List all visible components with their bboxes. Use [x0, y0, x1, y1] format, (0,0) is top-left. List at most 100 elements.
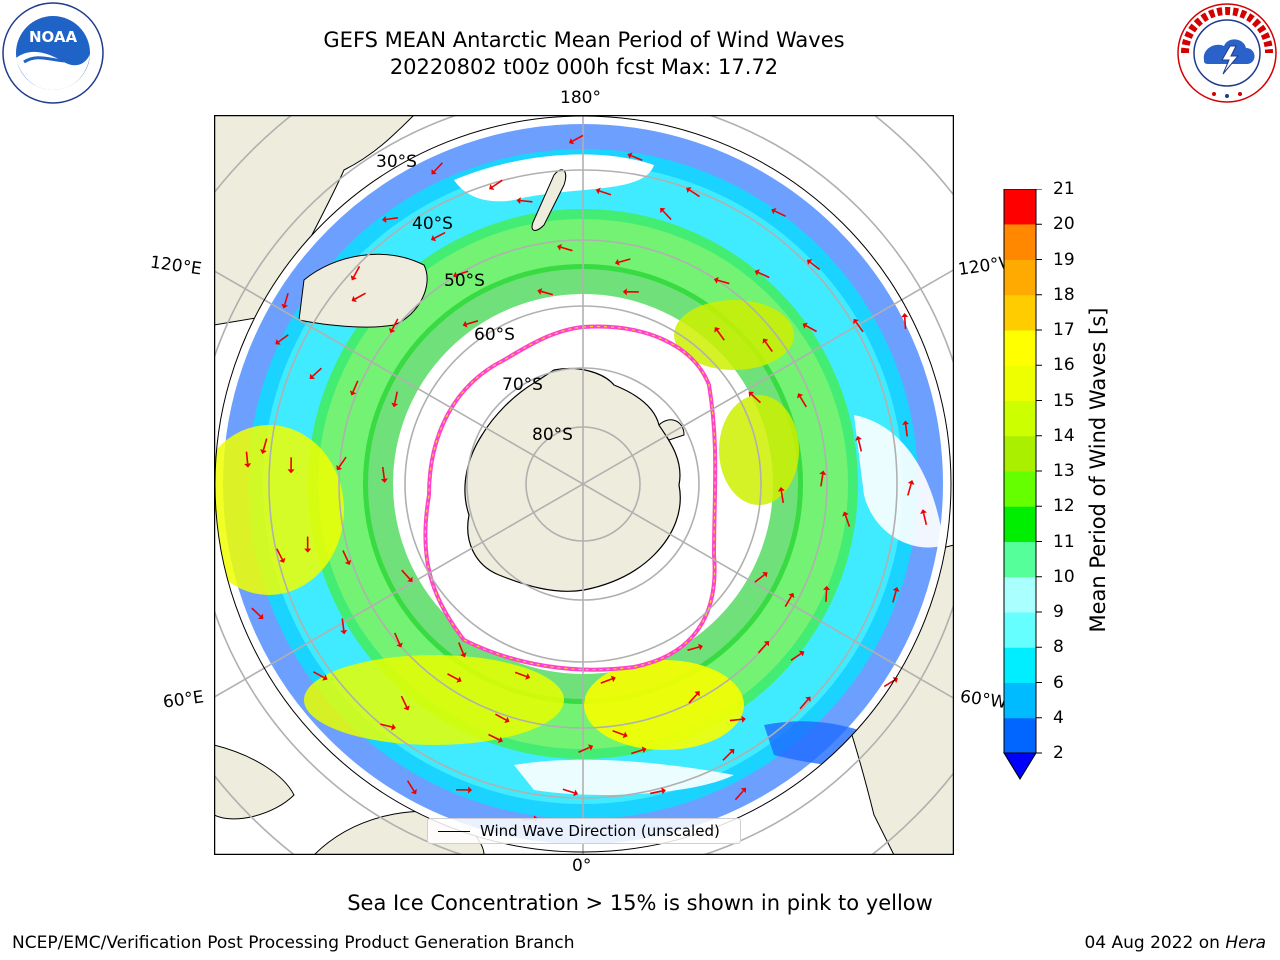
wind-arrow [922, 512, 928, 526]
wind-arrow [764, 341, 773, 353]
wind-arrow [406, 780, 415, 792]
colorbar-under-extension [1003, 752, 1037, 780]
wind-arrow [400, 695, 408, 708]
wind-arrow [245, 451, 249, 464]
colorbar-tick-label: 9 [1053, 602, 1064, 622]
wind-arrow [734, 790, 744, 801]
lat-label-70s: 70°S [502, 375, 543, 395]
wind-arrow-head [788, 592, 795, 599]
wind-arrow [354, 292, 366, 300]
colorbar-tick-label: 18 [1053, 284, 1075, 305]
wind-arrow [341, 618, 345, 631]
legend-label: Wind Wave Direction (unscaled) [480, 822, 720, 840]
noaa-logo: NOAA [2, 2, 104, 104]
wind-arrow-head [902, 420, 910, 425]
wind-arrow-head [462, 320, 468, 328]
colorbar-segment [1004, 294, 1036, 331]
wind-arrow [857, 439, 863, 452]
colorbar-tick-label: 8 [1053, 637, 1064, 658]
colorbar-tick-label: 21 [1053, 179, 1075, 199]
footer-date-text: 04 Aug 2022 on [1084, 933, 1226, 953]
wind-arrow-head [407, 576, 413, 583]
wind-arrow [722, 751, 733, 761]
wind-arrow-head [452, 271, 458, 279]
wind-arrow-head [350, 275, 357, 281]
wind-arrow-head [344, 559, 352, 565]
wind-arrow [688, 693, 698, 704]
wind-arrow [393, 391, 399, 404]
wind-arrow [313, 671, 325, 679]
wind-arrow [809, 261, 821, 271]
wind-arrow [757, 271, 770, 279]
wind-arrow-head [410, 789, 417, 795]
wind-arrow-head [901, 313, 909, 318]
wind-arrow [433, 162, 444, 173]
lat-label-40s: 40°S [412, 214, 453, 234]
wind-arrow-head [279, 557, 286, 563]
wind-arrow [251, 607, 262, 617]
wind-arrow [825, 589, 828, 602]
footer-date: 04 Aug 2022 on Hera [1084, 933, 1266, 953]
wind-arrow-head [892, 587, 900, 592]
wind-arrow-head [525, 673, 531, 680]
colorbar-segment [1004, 189, 1036, 225]
wind-arrow-head [340, 629, 348, 635]
colorbar-segment [1004, 259, 1036, 296]
wind-arrow-head [260, 449, 267, 454]
wind-arrow [278, 334, 289, 343]
wind-arrow-head [468, 786, 473, 794]
wind-arrow-head [573, 789, 579, 797]
wind-arrow-head [853, 318, 859, 325]
colorbar-segment [1004, 365, 1036, 401]
colorbar-tick-label: 13 [1053, 461, 1075, 481]
colorbar-segment [1004, 435, 1036, 472]
wind-arrow [466, 320, 479, 326]
wind-arrow-head [748, 391, 754, 398]
wind-arrow [820, 474, 824, 487]
wind-arrow [892, 590, 897, 603]
wind-arrow-head [660, 207, 666, 214]
wind-arrow-head [391, 723, 396, 731]
colorbar-tick-label: 11 [1053, 531, 1075, 552]
colorbar-label: Mean Period of Wind Waves [s] [1086, 307, 1110, 633]
wind-arrow [751, 393, 761, 404]
colorbar-tick-label: 15 [1053, 390, 1075, 411]
new-zealand [531, 169, 567, 231]
wind-arrow [631, 749, 643, 755]
wind-arrow [391, 318, 399, 330]
wind-arrow-head [497, 736, 503, 743]
colorbar-tick-label: 16 [1053, 355, 1075, 376]
colorbar-segment [1004, 682, 1036, 719]
wind-arrow-head [244, 463, 252, 468]
wind-arrow-head [762, 338, 769, 344]
colorbar-tick-label: 10 [1053, 566, 1075, 587]
wind-arrow [381, 466, 386, 479]
wind-arrow [618, 258, 631, 263]
wind-arrow [799, 699, 809, 710]
wind-arrow [784, 595, 793, 608]
wind-arrow-head [537, 288, 543, 295]
legend-line-icon [438, 830, 470, 832]
wind-arrow-head [806, 259, 813, 265]
wind-arrow [600, 678, 613, 684]
wind-arrow-head [258, 613, 264, 620]
wind-arrow [283, 292, 289, 305]
wind-arrow-head [614, 258, 620, 266]
colorbar-tick-label: 4 [1053, 707, 1064, 728]
wind-arrow [907, 483, 912, 496]
legend: Wind Wave Direction (unscaled) [427, 818, 741, 844]
wind-arrow [401, 569, 411, 580]
wind-arrow [393, 632, 401, 645]
australia [298, 253, 428, 328]
lon-label-180: 180° [560, 88, 601, 108]
colorbar-tick-label: 14 [1053, 425, 1075, 446]
wind-arrow [780, 490, 785, 503]
wind-arrow [799, 396, 807, 408]
wind-arrow-head [431, 169, 437, 175]
colorbar-tick-label: 12 [1053, 496, 1075, 517]
wind-arrow-head [728, 748, 735, 755]
wind-arrow-head [797, 393, 804, 399]
colorbar-segment [1004, 330, 1036, 366]
wind-arrow [514, 671, 527, 678]
wind-arrow-head [349, 390, 357, 396]
